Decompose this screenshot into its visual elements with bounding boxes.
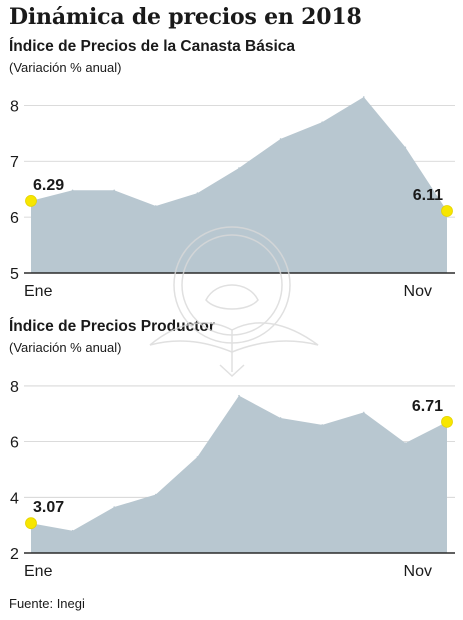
data-point-sep [363, 96, 365, 98]
chart-2-title: Índice de Precios Productor [9, 318, 215, 335]
data-point-ago [321, 424, 324, 426]
data-point-abr [155, 205, 157, 207]
data-point-oct [404, 442, 407, 444]
data-point-sep [363, 411, 365, 414]
highlight-marker [25, 195, 37, 207]
data-point-jun [238, 167, 240, 169]
highlight-marker [441, 415, 453, 428]
y-tick-label: 6 [10, 435, 19, 452]
series-area [31, 395, 447, 553]
data-point-ago [321, 121, 324, 123]
x-tick-label-last: Nov [404, 563, 432, 580]
data-point-jul [279, 138, 282, 140]
highlight-marker [25, 517, 37, 530]
chart-precios-productor: 2 4 6 8 Ene Nov 3.07 6.71 [10, 379, 455, 580]
source-note: Fuente: Inegi [9, 596, 85, 611]
data-label: 6.11 [413, 187, 443, 204]
y-tick-label: 2 [10, 546, 19, 563]
y-tick-label: 4 [10, 490, 19, 507]
data-label: 6.29 [33, 177, 64, 194]
data-point-may [196, 192, 199, 194]
data-point-oct [404, 146, 407, 149]
page-title: Dinámica de precios en 2018 [9, 4, 362, 30]
data-label: 3.07 [33, 499, 64, 516]
x-tick-label-last: Nov [404, 283, 432, 300]
chart-2-subtitle: (Variación % anual) [9, 340, 122, 355]
data-point-jun [238, 394, 240, 397]
y-tick-label: 6 [10, 210, 19, 227]
data-point-feb [71, 189, 74, 192]
series-area [31, 96, 447, 274]
x-tick-label-first: Ene [24, 563, 53, 580]
highlight-marker [441, 205, 453, 217]
chart-1-title: Índice de Precios de la Canasta Básica [9, 38, 296, 55]
y-tick-label: 8 [10, 98, 19, 115]
y-tick-label: 8 [10, 379, 19, 396]
data-point-mar [113, 189, 115, 192]
chart-canasta-basica: 5 6 7 8 Ene Nov 6.29 6.11 [10, 96, 455, 300]
data-point-may [196, 456, 199, 458]
data-point-mar [113, 506, 115, 508]
data-point-abr [155, 493, 157, 496]
data-label: 6.71 [412, 398, 443, 415]
x-tick-label-first: Ene [24, 283, 53, 300]
y-tick-label: 5 [10, 266, 19, 283]
chart-1-subtitle: (Variación % anual) [9, 60, 122, 75]
data-point-feb [71, 529, 74, 532]
data-point-jul [279, 417, 282, 419]
y-tick-label: 7 [10, 154, 19, 171]
